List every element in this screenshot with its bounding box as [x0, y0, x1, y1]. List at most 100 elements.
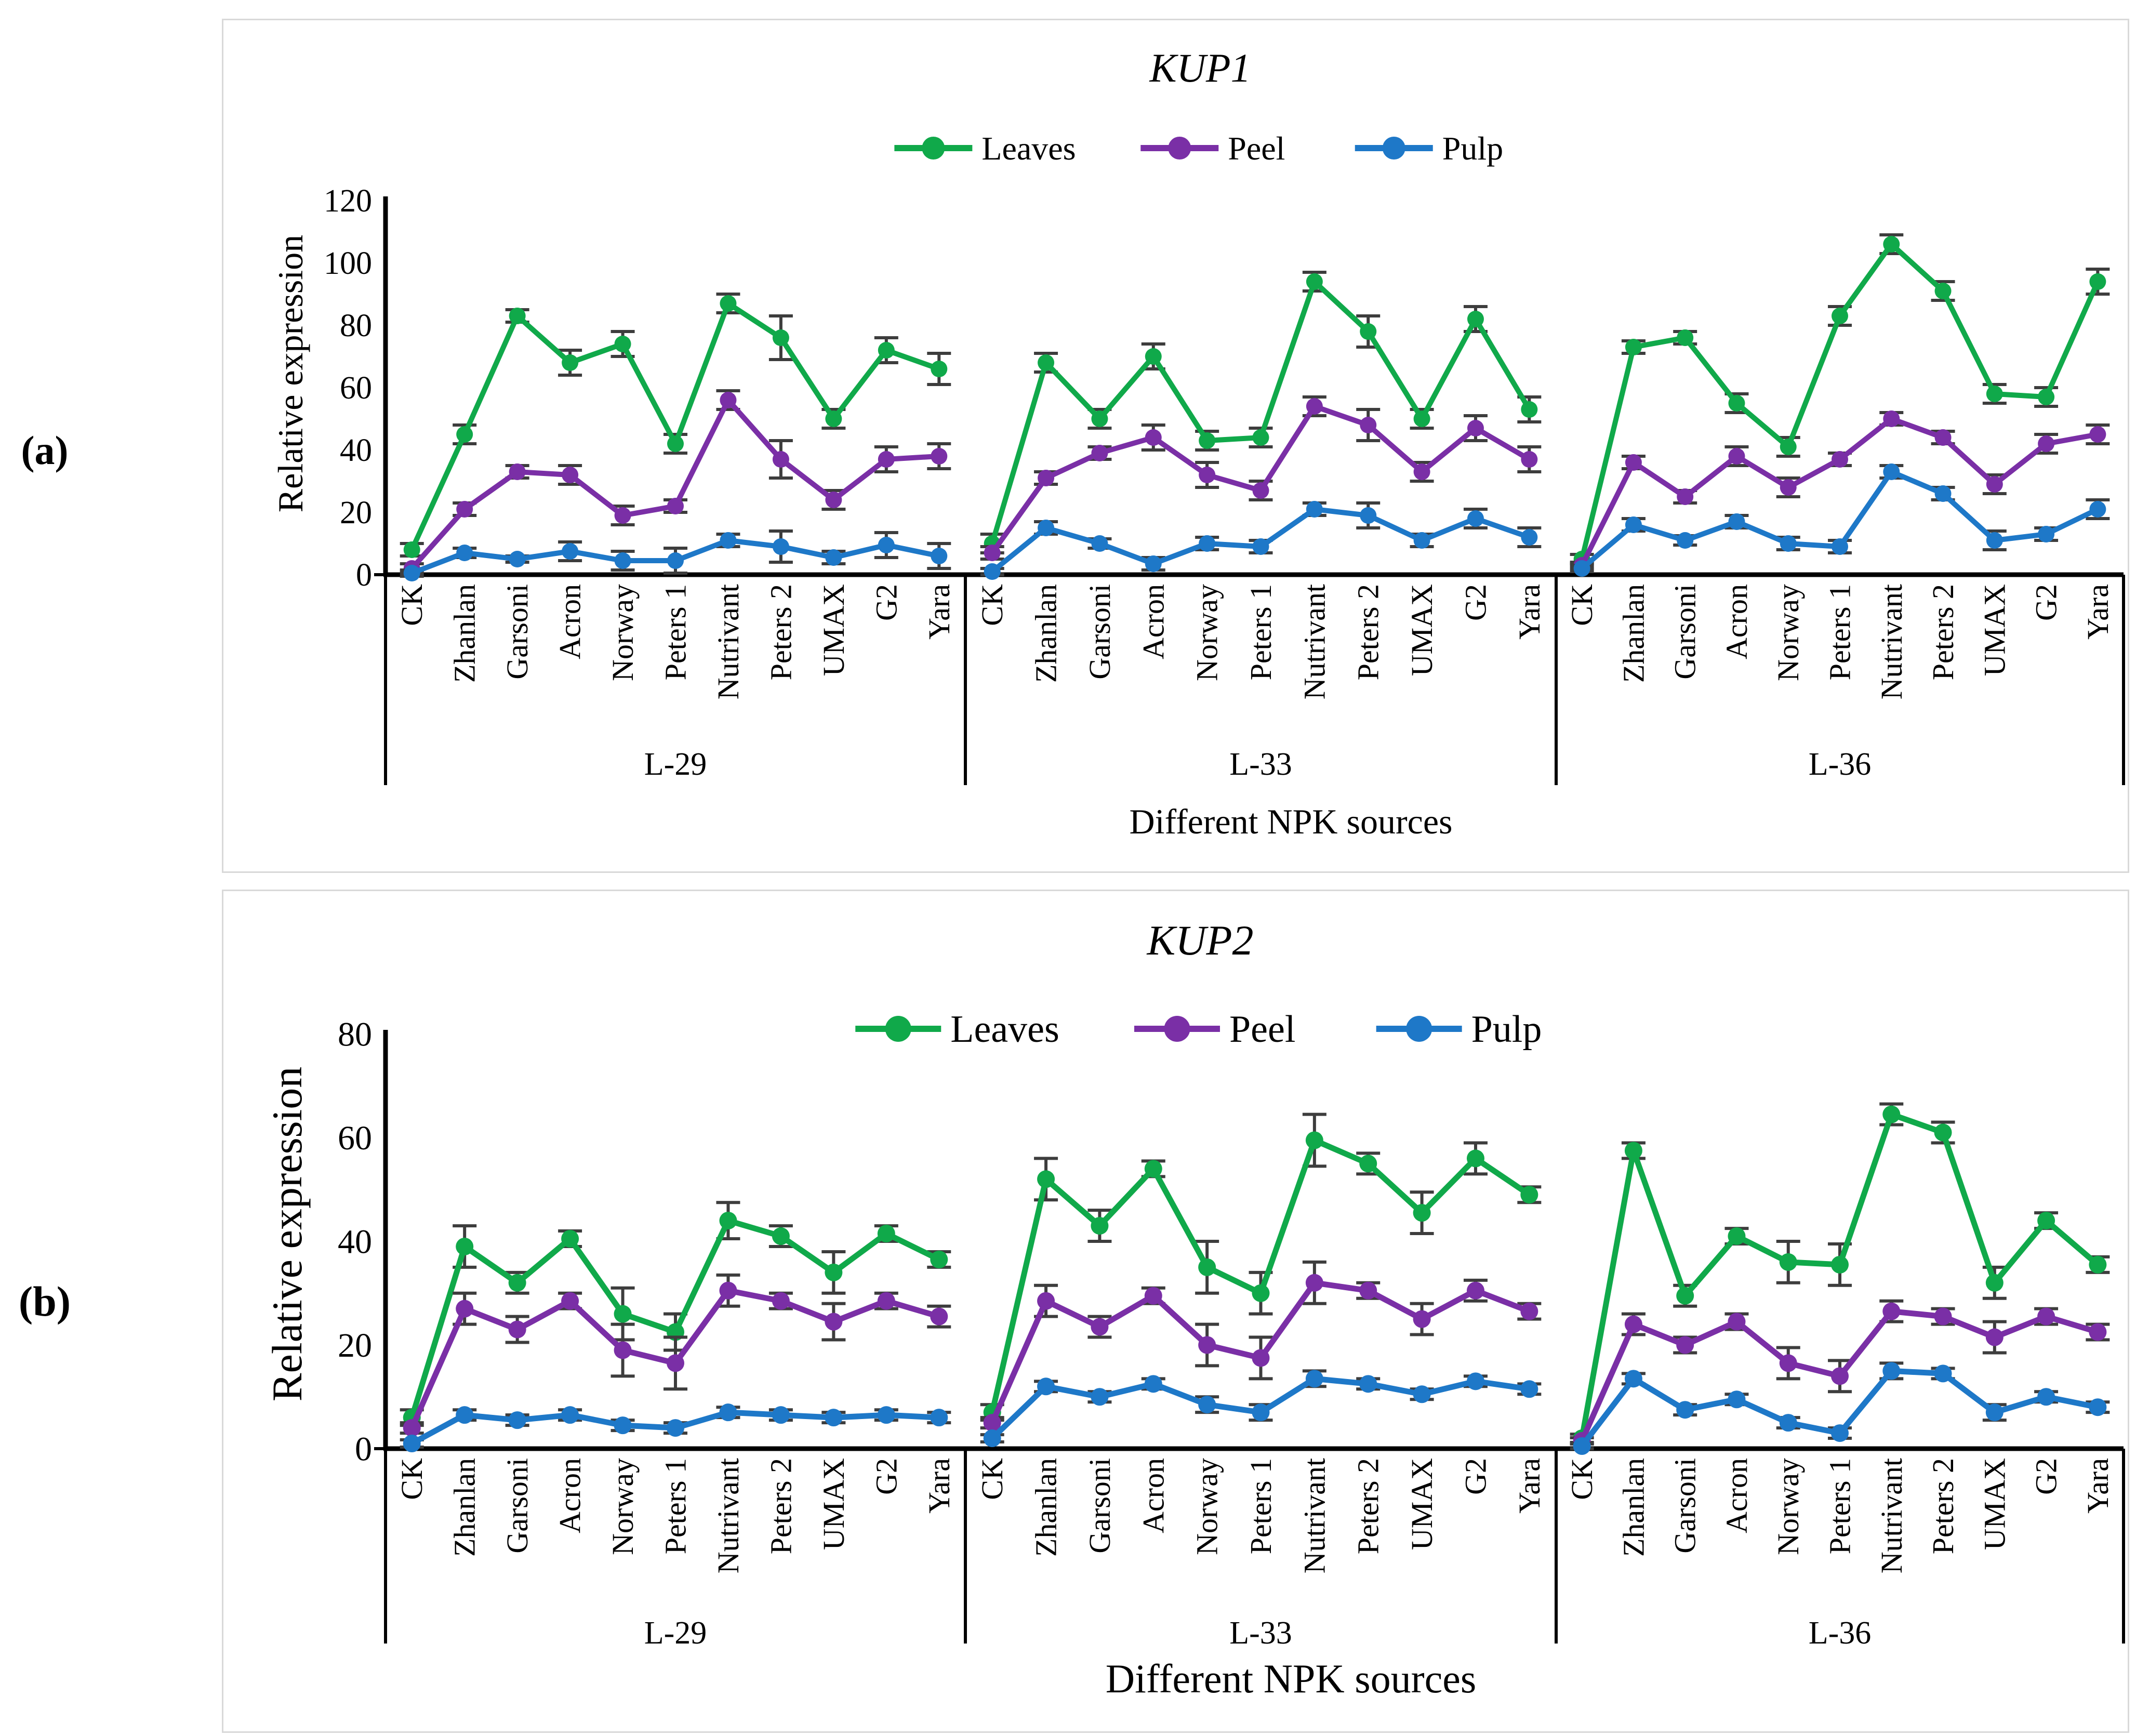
data-point-marker: [2038, 526, 2055, 542]
data-point-marker: [1360, 507, 1377, 524]
data-point-marker: [1199, 467, 1216, 483]
data-point-marker: [614, 336, 631, 352]
data-point-marker: [1038, 470, 1055, 486]
group-label: L-33: [1229, 747, 1292, 782]
y-axis-title: Relative expression: [271, 235, 310, 512]
series-line-leaves: [1579, 242, 2100, 560]
data-point-marker: [719, 1403, 737, 1422]
data-point-marker: [930, 1409, 948, 1427]
legend-label: Peel: [1228, 130, 1285, 167]
data-point-marker: [1252, 1349, 1270, 1367]
data-point-marker: [1037, 1292, 1055, 1310]
data-point-marker: [1624, 1315, 1642, 1333]
data-point-marker: [1985, 1403, 2004, 1422]
data-point-marker: [719, 1212, 737, 1230]
data-point-marker: [1252, 1284, 1270, 1302]
data-point-marker: [1520, 1186, 1538, 1204]
category-label: Nutrivant: [1297, 1458, 1331, 1573]
data-point-marker: [1038, 354, 1055, 371]
data-point-marker: [1883, 463, 1900, 480]
data-point-marker: [1573, 1437, 1591, 1455]
data-point-marker: [1359, 1281, 1377, 1300]
category-label: Peters 2: [1351, 584, 1385, 680]
category-label: Zhanlan: [448, 1458, 482, 1557]
data-point-marker: [1520, 1380, 1538, 1398]
data-point-marker: [2037, 1212, 2055, 1230]
data-point-marker: [825, 1263, 843, 1281]
data-point-marker: [720, 392, 737, 408]
data-point-marker: [1144, 1160, 1162, 1178]
data-point-marker: [1413, 463, 1430, 480]
category-label: Peters 2: [1926, 1458, 1960, 1554]
category-label: G2: [1458, 1458, 1492, 1495]
data-point-marker: [1831, 1367, 1849, 1385]
category-label: Yara: [2081, 1458, 2115, 1514]
data-point-marker: [1728, 448, 1745, 465]
category-label: Norway: [1190, 584, 1224, 681]
group-label: L-36: [1809, 747, 1872, 782]
data-point-marker: [1625, 339, 1642, 355]
data-point-marker: [1986, 532, 2003, 549]
data-point-marker: [2038, 435, 2055, 452]
series-leaves: [400, 233, 2110, 567]
data-point-marker: [1144, 1375, 1162, 1393]
data-point-marker: [1091, 1388, 1109, 1406]
y-tick-label: 20: [338, 1327, 372, 1364]
category-label: UMAX: [1978, 1458, 2011, 1550]
data-point-marker: [456, 501, 473, 518]
data-point-marker: [509, 308, 526, 324]
data-point-marker: [667, 435, 684, 452]
data-point-marker: [1883, 410, 1900, 427]
data-point-marker: [878, 451, 895, 468]
legend-item-leaves: Leaves: [894, 130, 1076, 167]
data-point-marker: [1199, 432, 1216, 449]
category-label: Nutrivant: [1875, 1458, 1908, 1573]
series-line-peel: [409, 397, 939, 571]
y-tick-label: 40: [338, 1223, 372, 1261]
data-point-marker: [772, 1406, 790, 1424]
data-point-marker: [1676, 1287, 1694, 1305]
data-point-marker: [1934, 1123, 1952, 1142]
category-label: Norway: [1771, 584, 1805, 681]
data-point-marker: [931, 548, 948, 564]
data-point-marker: [1306, 273, 1323, 290]
data-point-marker: [562, 354, 579, 371]
data-point-marker: [2037, 1307, 2055, 1326]
data-point-marker: [614, 1416, 632, 1435]
data-point-marker: [1882, 1302, 1901, 1320]
legend-item-pulp: Pulp: [1376, 1008, 1542, 1051]
category-label: Yara: [922, 1458, 956, 1514]
category-label: UMAX: [1978, 584, 2011, 676]
data-point-marker: [562, 467, 579, 483]
panel-a-box: KUP1 Leaves Peel Pulp Relative expression 0 20…: [222, 19, 2129, 873]
data-point-marker: [1520, 1302, 1538, 1320]
data-point-marker: [878, 342, 895, 359]
category-label: G2: [2029, 1458, 2063, 1495]
data-point-marker: [877, 1225, 895, 1243]
data-point-marker: [1677, 488, 1694, 505]
data-point-marker: [1413, 1204, 1431, 1222]
group-label: L-36: [1809, 1615, 1872, 1651]
y-tick-label: 60: [340, 370, 372, 406]
data-point-marker: [1466, 1281, 1484, 1300]
category-label: Garsoni: [1668, 1458, 1702, 1554]
data-point-marker: [772, 1292, 790, 1310]
data-point-marker: [1359, 1375, 1377, 1393]
data-point-marker: [509, 463, 526, 480]
category-label: Peters 2: [764, 1458, 798, 1554]
data-point-marker: [1198, 1258, 1216, 1276]
y-axis-title: Relative expression: [263, 1067, 311, 1401]
data-point-marker: [1305, 1274, 1323, 1292]
series-peel: [400, 389, 2110, 577]
category-label: Norway: [1190, 1458, 1224, 1555]
data-point-marker: [1037, 1377, 1055, 1396]
category-label: Peters 1: [1244, 584, 1278, 680]
category-label: Garsoni: [1083, 584, 1117, 680]
panel-b-box: KUP2 Leaves Peel Pulp Relative expression 0 20…: [222, 890, 2129, 1733]
data-point-marker: [720, 532, 737, 549]
series-pulp: [400, 463, 2110, 581]
data-point-marker: [456, 1406, 474, 1424]
data-point-marker: [1467, 420, 1484, 436]
series-line-leaves: [989, 279, 1532, 545]
data-point-marker: [456, 545, 473, 561]
